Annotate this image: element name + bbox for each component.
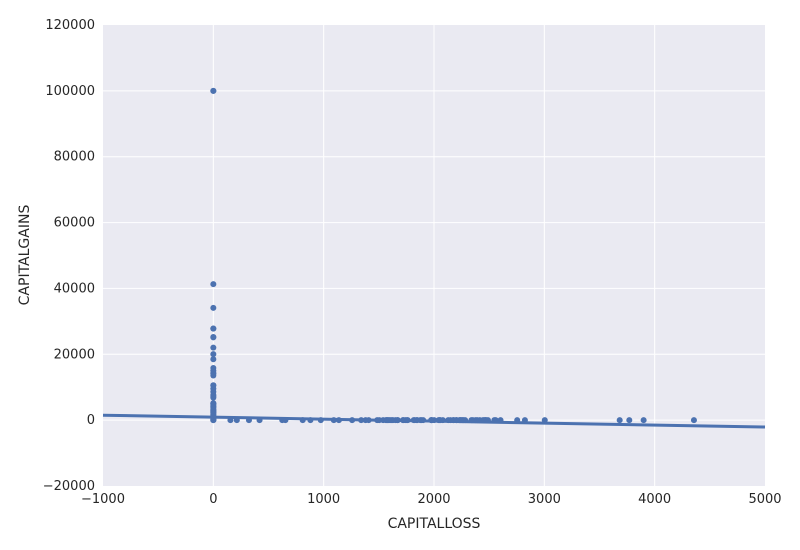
data-point [210, 351, 217, 358]
y-tick-label: 20000 [54, 347, 95, 362]
x-tick-label: 4000 [638, 492, 671, 507]
x-tick-label: 2000 [417, 492, 450, 507]
data-point [210, 356, 217, 363]
grid-lines [103, 25, 765, 486]
data-point [210, 394, 217, 401]
y-tick-label: 40000 [54, 281, 95, 296]
data-point [690, 417, 697, 424]
y-tick-label: −20000 [43, 479, 95, 494]
data-point [210, 87, 217, 94]
data-point [210, 304, 217, 311]
y-tick-label: 80000 [54, 150, 95, 165]
x-axis-label: CAPITALLOSS [388, 516, 481, 532]
data-point [210, 344, 217, 351]
data-point [210, 325, 217, 332]
data-point [626, 417, 633, 424]
data-point [210, 281, 217, 288]
x-tick-labels: −1000 0 1000 2000 3000 4000 5000 [81, 492, 782, 507]
y-axis-label: CAPITALGAINS [17, 205, 33, 306]
x-tick-label: 0 [209, 492, 217, 507]
y-tick-labels: −20000 0 20000 40000 60000 80000 100000 120000 [43, 18, 95, 494]
regression-line [102, 413, 766, 429]
y-tick-label: 0 [87, 413, 95, 428]
x-tick-label: −1000 [81, 492, 125, 507]
x-tick-label: 3000 [528, 492, 561, 507]
data-point [210, 334, 217, 341]
y-tick-label: 60000 [54, 216, 95, 231]
y-tick-label: 100000 [45, 84, 95, 99]
data-point [210, 372, 217, 379]
x-tick-label: 5000 [748, 492, 781, 507]
data-point [640, 417, 647, 424]
y-tick-label: 120000 [45, 18, 95, 33]
x-tick-label: 1000 [307, 492, 340, 507]
data-point [616, 417, 623, 424]
regression-line-group [102, 413, 766, 429]
